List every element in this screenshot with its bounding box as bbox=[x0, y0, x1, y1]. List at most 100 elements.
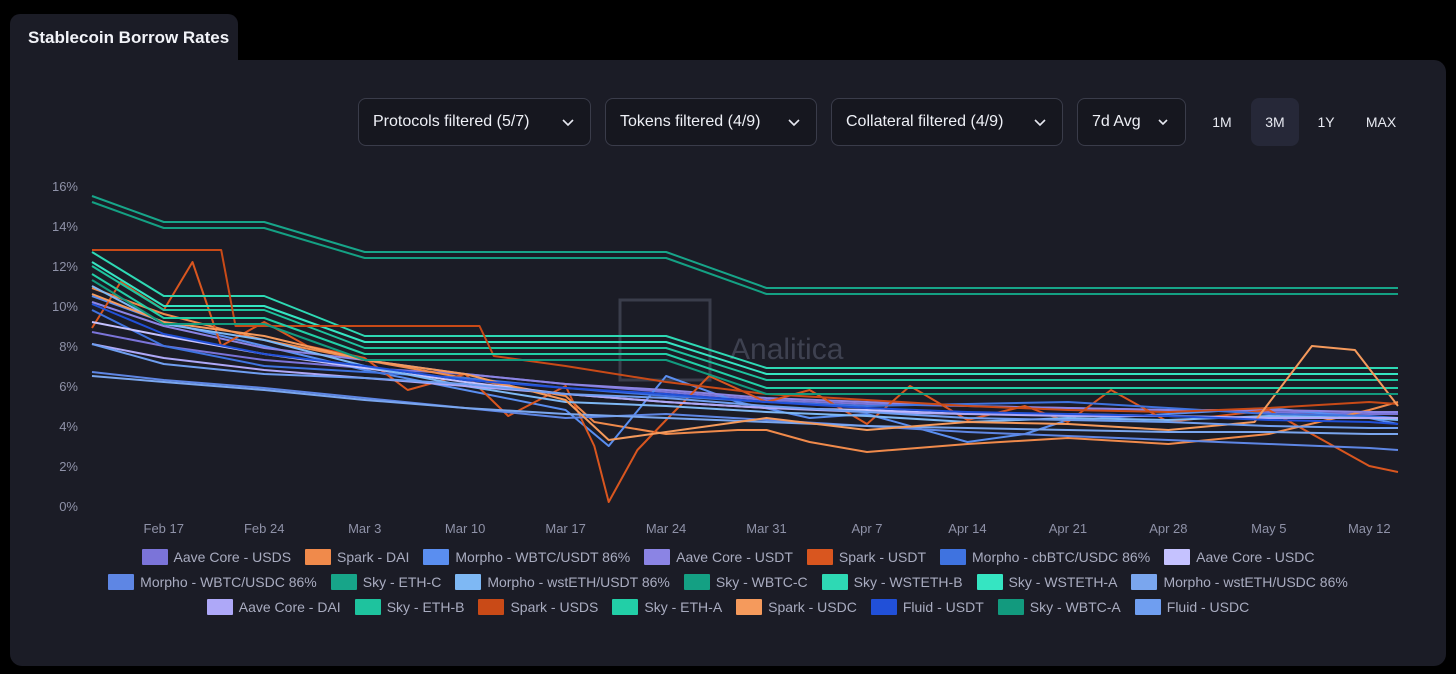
x-tick-label: Mar 31 bbox=[746, 521, 786, 536]
series-line-morpho-wbtc-usdc-86[interactable] bbox=[91, 371, 1399, 451]
legend-item[interactable]: Morpho - wstETH/USDT 86% bbox=[455, 574, 670, 590]
y-tick-label: 8% bbox=[59, 339, 78, 354]
legend-label: Spark - USDC bbox=[768, 599, 857, 615]
series-line-sky-eth-a[interactable] bbox=[91, 273, 1398, 389]
legend-label: Sky - WSTETH-B bbox=[853, 574, 963, 590]
legend-item[interactable]: Morpho - wstETH/USDC 86% bbox=[1131, 574, 1348, 590]
legend-label: Aave Core - USDS bbox=[173, 549, 292, 565]
timeframe-max-label: MAX bbox=[1365, 114, 1397, 130]
legend-item[interactable]: Fluid - USDT bbox=[870, 599, 984, 615]
x-tick-label: Apr 7 bbox=[851, 521, 882, 536]
legend-label: Morpho - WBTC/USDC 86% bbox=[140, 574, 317, 590]
series-line-morpho-wsteth-usdc-86[interactable] bbox=[91, 375, 1398, 435]
series-line-fluid-usdc[interactable] bbox=[91, 343, 1398, 429]
legend-item[interactable]: Aave Core - USDS bbox=[141, 549, 292, 565]
timeframe-max-button[interactable]: MAX bbox=[1357, 98, 1405, 146]
legend-swatch bbox=[330, 574, 357, 590]
legend-item[interactable]: Spark - USDC bbox=[736, 599, 857, 615]
series-line-sky-wbtc-a[interactable] bbox=[91, 279, 1398, 395]
tokens-filter-dropdown[interactable]: Tokens filtered (4/9) bbox=[605, 98, 817, 146]
legend-item[interactable]: Sky - ETH-C bbox=[330, 574, 442, 590]
series-lines bbox=[91, 195, 1399, 503]
legend-label: Aave Core - DAI bbox=[238, 599, 341, 615]
legend-label: Sky - ETH-A bbox=[644, 599, 723, 615]
legend-item[interactable]: Sky - WSTETH-A bbox=[976, 574, 1118, 590]
legend-label: Morpho - wstETH/USDC 86% bbox=[1163, 574, 1348, 590]
chart-tab-title: Stablecoin Borrow Rates bbox=[28, 28, 230, 47]
legend-label: Morpho - WBTC/USDT 86% bbox=[455, 549, 631, 565]
legend-label: Fluid - USDT bbox=[902, 599, 984, 615]
y-tick-label: 16% bbox=[52, 179, 78, 194]
series-line-spark-usdc[interactable] bbox=[91, 293, 1399, 441]
legend-swatch bbox=[206, 599, 233, 615]
legend-item[interactable]: Fluid - USDC bbox=[1134, 599, 1249, 615]
timeframe-1y-button[interactable]: 1Y bbox=[1302, 98, 1350, 146]
legend-swatch bbox=[1134, 599, 1161, 615]
timeframe-1m-label: 1M bbox=[1212, 114, 1232, 130]
y-tick-label: 14% bbox=[52, 219, 78, 234]
legend-item[interactable]: Aave Core - USDC bbox=[1164, 549, 1314, 565]
series-line-fluid-usdt[interactable] bbox=[91, 303, 1399, 425]
legend-row: Aave Core - USDS Spark - DAI Morpho - WBTC… bbox=[0, 549, 1456, 565]
legend-item[interactable]: Sky - WSTETH-B bbox=[821, 574, 963, 590]
legend-item[interactable]: Morpho - cbBTC/USDC 86% bbox=[940, 549, 1150, 565]
legend-label: Spark - DAI bbox=[337, 549, 410, 565]
legend-swatch bbox=[354, 599, 381, 615]
legend-label: Sky - WSTETH-A bbox=[1008, 574, 1118, 590]
chevron-down-icon bbox=[562, 119, 574, 127]
legend-item[interactable]: Sky - WBTC-C bbox=[683, 574, 808, 590]
legend-item[interactable]: Spark - DAI bbox=[305, 549, 409, 565]
legend-item[interactable]: Aave Core - USDT bbox=[644, 549, 793, 565]
watermark-text: Analitica bbox=[730, 333, 844, 366]
legend-label: Spark - USDS bbox=[510, 599, 599, 615]
timeframe-1y-label: 1Y bbox=[1317, 114, 1335, 130]
y-tick-label: 0% bbox=[59, 499, 78, 514]
legend-item[interactable]: Aave Core - DAI bbox=[206, 599, 341, 615]
y-axis: 0% 2% 4% 6% 8% 10% 12% 14% 16% bbox=[52, 179, 78, 514]
legend-item[interactable]: Morpho - WBTC/USDC 86% bbox=[108, 574, 317, 590]
average-window-dropdown[interactable]: 7d Avg bbox=[1077, 98, 1186, 146]
timeframe-3m-label: 3M bbox=[1265, 114, 1285, 130]
legend-label: Aave Core - USDC bbox=[1196, 549, 1315, 565]
legend-item[interactable]: Morpho - WBTC/USDT 86% bbox=[423, 549, 630, 565]
x-tick-label: Mar 24 bbox=[646, 521, 686, 536]
collateral-filter-dropdown[interactable]: Collateral filtered (4/9) bbox=[831, 98, 1063, 146]
x-tick-label: Apr 14 bbox=[948, 521, 986, 536]
legend-row: Aave Core - DAI Sky - ETH-B Spark - USDS Sk… bbox=[0, 599, 1456, 615]
x-tick-label: Feb 24 bbox=[244, 521, 284, 536]
chevron-down-icon bbox=[1158, 119, 1168, 126]
series-line-sky-eth-b[interactable] bbox=[91, 265, 1398, 381]
tokens-filter-label: Tokens filtered (4/9) bbox=[620, 113, 761, 130]
legend-swatch bbox=[455, 574, 482, 590]
legend-swatch bbox=[870, 599, 897, 615]
chart-tab[interactable]: Stablecoin Borrow Rates bbox=[10, 14, 238, 62]
x-tick-label: Apr 21 bbox=[1049, 521, 1087, 536]
series-line-spark-usds[interactable] bbox=[92, 249, 1399, 413]
legend-label: Spark - USDT bbox=[838, 549, 926, 565]
legend-item[interactable]: Sky - ETH-B bbox=[354, 599, 464, 615]
legend-item[interactable]: Spark - USDS bbox=[478, 599, 598, 615]
chevron-down-icon bbox=[788, 119, 800, 127]
legend-swatch bbox=[108, 574, 135, 590]
protocols-filter-dropdown[interactable]: Protocols filtered (5/7) bbox=[358, 98, 591, 146]
x-axis: Feb 17 Feb 24 Mar 3 Mar 10 Mar 17 Mar 24 Mar 3… bbox=[144, 521, 1391, 536]
x-tick-label: Mar 3 bbox=[348, 521, 381, 536]
timeframe-1m-button[interactable]: 1M bbox=[1198, 98, 1246, 146]
legend-row: Morpho - WBTC/USDC 86% Sky - ETH-C Morpho … bbox=[0, 574, 1456, 590]
series-line-sky-wsteth-b[interactable] bbox=[91, 251, 1398, 369]
x-tick-label: May 12 bbox=[1348, 521, 1391, 536]
series-line-sky-wsteth-a[interactable] bbox=[91, 261, 1398, 375]
timeframe-3m-button[interactable]: 3M bbox=[1251, 98, 1299, 146]
series-line-sky-wbtc-c[interactable] bbox=[91, 201, 1398, 295]
protocols-filter-label: Protocols filtered (5/7) bbox=[373, 113, 530, 130]
legend-label: Sky - ETH-C bbox=[362, 574, 442, 590]
series-line-aave-core-dai[interactable] bbox=[91, 343, 1398, 419]
legend-swatch bbox=[644, 549, 671, 565]
legend-item[interactable]: Sky - ETH-A bbox=[612, 599, 722, 615]
series-line-spark-usdt[interactable] bbox=[91, 261, 1399, 503]
legend-item[interactable]: Sky - WBTC-A bbox=[997, 599, 1121, 615]
legend-label: Sky - WBTC-C bbox=[715, 574, 808, 590]
series-line-sky-eth-c[interactable] bbox=[91, 195, 1398, 289]
legend-label: Sky - WBTC-A bbox=[1029, 599, 1121, 615]
legend-item[interactable]: Spark - USDT bbox=[806, 549, 926, 565]
